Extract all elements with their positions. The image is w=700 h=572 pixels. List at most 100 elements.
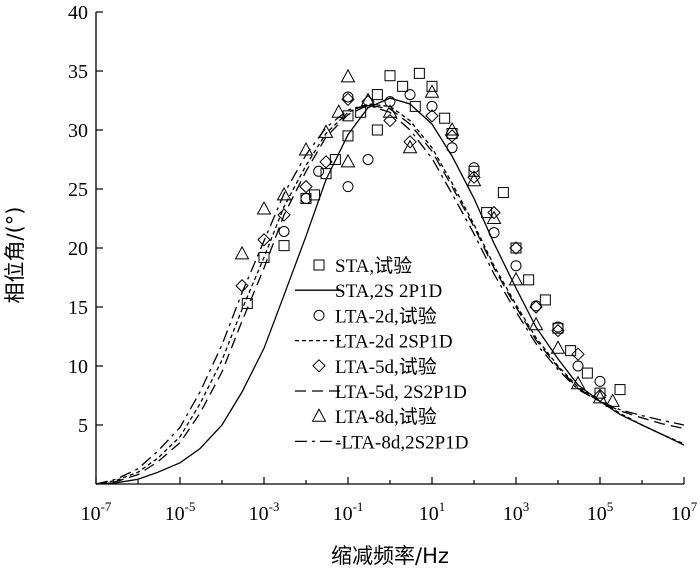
y-tick-label: 10 <box>68 356 88 378</box>
legend-label: STA,2S 2P1D <box>335 281 442 302</box>
point-square <box>614 384 626 396</box>
legend-label: -LTA-8d,2S2P1D <box>335 432 468 453</box>
point-diamond <box>571 347 585 361</box>
x-tick-exponent: 5 <box>607 499 614 514</box>
point-square <box>426 80 438 92</box>
point-diamond <box>425 109 439 123</box>
point-circle <box>552 321 564 333</box>
measured-points <box>234 67 626 407</box>
x-tick-base: 10 <box>249 503 269 525</box>
point-circle <box>362 154 374 165</box>
point-square <box>342 130 354 142</box>
point-square <box>510 242 522 254</box>
x-tick-base: 10 <box>81 503 101 525</box>
point-square <box>468 165 480 177</box>
point-circle <box>572 360 584 372</box>
point-triangle <box>360 92 376 106</box>
point-square <box>342 110 354 122</box>
point-triangle <box>318 124 334 138</box>
point-triangle <box>508 271 524 286</box>
point-diamond <box>445 129 459 143</box>
curve-dash-dot <box>95 104 685 485</box>
x-tick-label: 10-7 <box>81 499 112 525</box>
point-triangle <box>234 245 250 260</box>
point-triangle <box>340 68 356 83</box>
point-triangle <box>402 139 418 154</box>
point-triangle <box>298 142 314 156</box>
point-diamond <box>299 179 313 194</box>
point-square <box>523 274 535 286</box>
fitted-curves <box>95 97 685 485</box>
x-tick-base: 10 <box>333 503 353 525</box>
point-circle <box>278 225 290 237</box>
point-circle <box>488 227 500 239</box>
point-circle <box>426 100 438 112</box>
x-tick-base: 10 <box>503 503 523 525</box>
point-diamond <box>235 279 249 293</box>
point-triangle <box>528 316 544 331</box>
point-diamond <box>257 233 271 247</box>
y-tick-label: 25 <box>68 179 88 201</box>
point-triangle <box>550 340 566 354</box>
legend-label: LTA-5d, 2S2P1D <box>335 382 467 403</box>
point-square <box>409 100 421 112</box>
x-tick-exponent: -7 <box>101 499 112 514</box>
y-tick-label: 30 <box>68 120 88 142</box>
point-square <box>371 89 383 101</box>
legend-label: LTA-5d,试验 <box>335 356 437 378</box>
x-tick-exponent: 7 <box>691 499 698 514</box>
legend: STA,试验 STA,2S 2P1D LTA-2d,试验 LTA-2d 2SP1D LT… <box>295 255 468 453</box>
point-circle <box>594 375 606 387</box>
curve-long-dash <box>95 104 685 485</box>
point-circle <box>404 89 416 101</box>
y-axis-title: 相位角/(°) <box>3 207 27 304</box>
legend-label: LTA-8d,试验 <box>335 406 437 428</box>
point-square <box>355 106 367 118</box>
legend-marker-diamond <box>312 359 326 373</box>
point-square <box>539 294 551 306</box>
x-tick-base: 10 <box>165 503 185 525</box>
x-tick-base: 10 <box>587 503 607 525</box>
y-tick-label: 40 <box>68 2 88 24</box>
legend-label: STA,试验 <box>335 255 412 277</box>
point-diamond <box>509 241 523 255</box>
point-diamond <box>341 92 355 107</box>
point-triangle <box>331 104 347 118</box>
point-square <box>371 124 383 136</box>
x-tick-base: 10 <box>419 503 439 525</box>
legend-label: LTA-2d 2SP1D <box>335 332 453 353</box>
x-tick-exponent: 3 <box>523 499 530 514</box>
x-tick-label: 101 <box>419 499 446 525</box>
point-circle <box>300 192 312 204</box>
point-triangle <box>486 210 502 224</box>
axes-layer <box>95 11 685 485</box>
point-diamond <box>383 113 397 128</box>
point-square <box>413 67 425 79</box>
point-diamond <box>467 170 481 184</box>
point-diamond <box>529 300 543 314</box>
y-tick-label: 20 <box>68 238 88 260</box>
point-triangle <box>382 104 398 118</box>
point-diamond <box>361 94 375 109</box>
point-triangle <box>276 186 292 201</box>
x-tick-exponent: -5 <box>185 499 196 514</box>
legend-marker-circle <box>313 309 325 321</box>
point-triangle <box>444 121 460 136</box>
point-diamond <box>551 323 565 338</box>
curve-solid <box>95 97 685 485</box>
y-tick-label: 5 <box>78 415 88 437</box>
point-diamond <box>277 208 291 222</box>
x-axis-title: 缩减频率/Hz <box>331 544 449 568</box>
point-diamond <box>487 205 501 220</box>
x-tick-label: 10-5 <box>165 499 196 525</box>
x-tick-label: 10-1 <box>333 499 364 525</box>
point-triangle <box>424 84 440 98</box>
point-circle <box>313 165 325 177</box>
point-square <box>565 345 577 357</box>
point-triangle <box>466 172 482 187</box>
x-tick-label: 105 <box>587 499 614 525</box>
point-triangle <box>605 393 620 407</box>
point-triangle <box>592 389 608 404</box>
x-tick-label: 103 <box>503 499 530 525</box>
